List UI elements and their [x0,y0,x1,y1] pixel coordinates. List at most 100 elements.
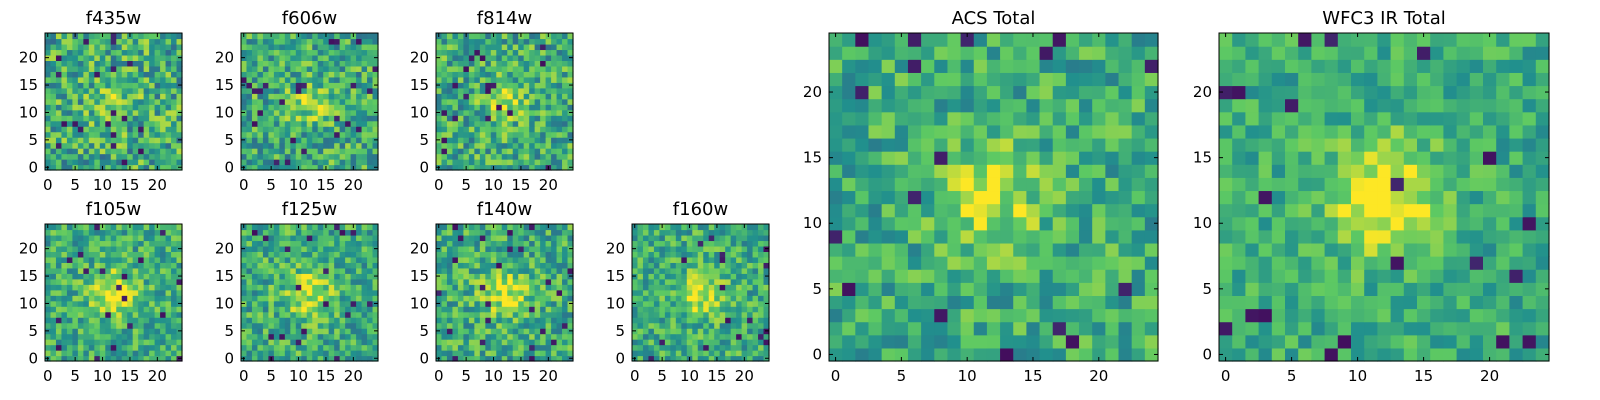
heatmap-cell [334,245,341,252]
heatmap-cell [653,328,660,335]
heatmap-cell [312,71,319,78]
heatmap-cell [356,251,363,258]
heatmap-cell [719,339,726,346]
heatmap-cell [171,76,178,83]
heatmap-cell [301,306,308,313]
heatmap-cell [251,350,259,357]
heatmap-cell [551,43,558,51]
heatmap-cell [257,350,264,357]
heatmap-cell [1079,334,1093,349]
heatmap-cell [339,267,346,274]
heatmap-cell [176,43,183,51]
heatmap-cell [328,115,335,122]
heatmap-cell [55,38,63,45]
heatmap-cell [642,344,650,351]
heatmap-cell [295,148,302,155]
heatmap-cell [306,131,313,138]
heatmap-cell [763,284,770,291]
heatmap-cell [747,234,754,242]
heatmap-cell [301,131,308,138]
heatmap-cell [350,245,357,252]
heatmap-cell [372,311,379,318]
heatmap-cell [262,98,269,105]
heatmap-cell [741,278,748,285]
heatmap-cell [116,126,123,133]
heatmap-cell [361,289,368,296]
heatmap-cell [485,273,492,280]
heatmap-cell [312,60,319,67]
heatmap-cell [881,256,896,270]
heatmap-cell [367,306,374,313]
heatmap-cell [1052,164,1067,178]
heatmap-cell [251,256,259,263]
heatmap-cell [708,267,715,274]
heatmap-cell [642,229,650,236]
heatmap-cell [273,328,280,335]
heatmap-cell [171,115,178,122]
heatmap-cell [246,60,253,67]
heatmap-cell [138,273,145,280]
heatmap-cell [490,344,497,351]
heatmap-cell [894,334,909,349]
heatmap-cell [268,148,275,155]
heatmap-cell [143,65,150,72]
heatmap-cell [55,262,63,269]
heatmap-cell [562,262,569,269]
heatmap-cell [763,333,770,340]
heatmap-cell [894,256,909,270]
heatmap-cell [730,317,737,324]
heatmap-cell [154,273,161,280]
heatmap-cell [160,43,167,51]
heatmap-cell [317,115,324,122]
heatmap-cell [986,282,1001,296]
heatmap-cell [361,284,368,291]
heatmap-cell [1026,282,1041,296]
heatmap-cell [367,355,374,362]
heatmap-cell [328,224,335,231]
heatmap-cell [642,328,650,335]
x-tick-label: 10 [289,367,308,385]
heatmap-cell [328,164,335,171]
heatmap-cell [463,262,470,269]
heatmap-cell [457,109,464,116]
heatmap-cell [485,126,492,133]
heatmap-cell [50,328,57,335]
heatmap-cell [45,333,52,340]
heatmap-cell [323,256,330,263]
heatmap-cell [496,300,503,307]
heatmap-cell [165,322,172,329]
heatmap-cell [55,311,63,318]
heatmap-cell [670,295,677,302]
heatmap-cell [479,229,486,236]
heatmap-cell [441,60,448,67]
heatmap-cell [697,311,704,318]
heatmap-cell [361,322,368,329]
heatmap-cell [295,278,302,285]
heatmap-cell [306,240,313,247]
heatmap-cell [881,269,896,283]
heatmap-cell [61,262,68,269]
heatmap-cell [567,256,574,263]
heatmap-cell [251,278,259,285]
heatmap-cell [323,82,330,89]
heatmap-cell [290,245,297,252]
heatmap-cell [457,87,464,94]
heatmap-cell [551,333,558,340]
heatmap-cell [485,344,492,351]
heatmap-cell [960,164,975,178]
heatmap-cell [268,278,275,285]
heatmap-cell [66,240,73,247]
heatmap-cell [257,142,264,149]
heatmap-cell [77,350,84,357]
heatmap-cell [50,339,57,346]
heatmap-cell [334,262,341,269]
heatmap-cell [127,93,134,100]
heatmap-cell [452,245,459,252]
heatmap-cell [708,224,715,231]
heatmap-cell [105,289,112,296]
heatmap-cell [94,148,101,155]
heatmap-cell [697,262,704,269]
heatmap-cell [350,38,357,45]
heatmap-cell [160,229,167,236]
heatmap-cell [72,60,79,67]
